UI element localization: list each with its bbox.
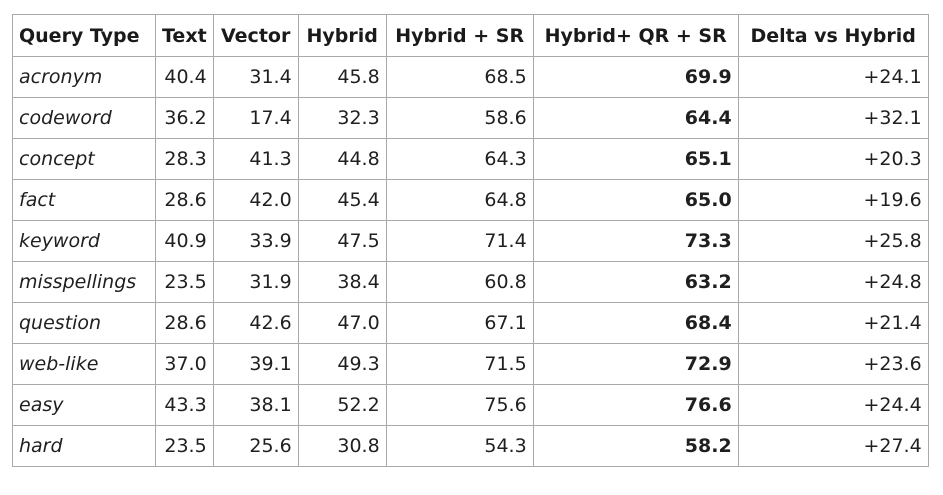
hybrid-score-cell: 47.0 xyxy=(297,302,387,344)
text-score-cell: 36.2 xyxy=(155,97,214,139)
delta-cell: +24.8 xyxy=(737,261,929,303)
vector-score-cell: 39.1 xyxy=(212,343,299,385)
hybrid-score-cell: 32.3 xyxy=(297,97,387,139)
delta-cell: +24.1 xyxy=(737,56,929,98)
hybrid-score-cell: 49.3 xyxy=(297,343,387,385)
table-row: fact 28.6 42.0 45.4 64.8 65.0 +19.6 xyxy=(12,179,929,221)
delta-cell: +25.8 xyxy=(737,220,929,262)
vector-score-cell: 31.9 xyxy=(212,261,299,303)
vector-score-cell: 41.3 xyxy=(212,138,299,180)
query-type-cell: codeword xyxy=(12,97,156,139)
query-type-cell: web-like xyxy=(12,343,156,385)
delta-cell: +23.6 xyxy=(737,343,929,385)
vector-score-cell: 17.4 xyxy=(212,97,299,139)
delta-cell: +19.6 xyxy=(737,179,929,221)
hybrid-sr-score-cell: 71.4 xyxy=(385,220,534,262)
query-type-cell: easy xyxy=(12,384,156,426)
text-score-cell: 23.5 xyxy=(155,425,214,467)
query-type-cell: acronym xyxy=(12,56,156,98)
delta-cell: +32.1 xyxy=(737,97,929,139)
query-type-cell: keyword xyxy=(12,220,156,262)
hybrid-sr-score-cell: 54.3 xyxy=(385,425,534,467)
vector-score-cell: 33.9 xyxy=(212,220,299,262)
hybrid-qr-sr-score-cell: 58.2 xyxy=(532,425,739,467)
text-score-cell: 28.3 xyxy=(155,138,214,180)
results-table: Query Type Text Vector Hybrid Hybrid + S… xyxy=(12,14,929,467)
query-type-cell: question xyxy=(12,302,156,344)
hybrid-qr-sr-score-cell: 64.4 xyxy=(532,97,739,139)
hybrid-score-cell: 30.8 xyxy=(297,425,387,467)
header-hybrid: Hybrid xyxy=(297,14,387,57)
header-delta-vs-hybrid: Delta vs Hybrid xyxy=(737,14,929,57)
text-score-cell: 40.9 xyxy=(155,220,214,262)
hybrid-qr-sr-score-cell: 76.6 xyxy=(532,384,739,426)
table-row: question 28.6 42.6 47.0 67.1 68.4 +21.4 xyxy=(12,302,929,344)
hybrid-qr-sr-score-cell: 72.9 xyxy=(532,343,739,385)
query-type-cell: misspellings xyxy=(12,261,156,303)
hybrid-sr-score-cell: 60.8 xyxy=(385,261,534,303)
query-type-cell: hard xyxy=(12,425,156,467)
hybrid-sr-score-cell: 64.3 xyxy=(385,138,534,180)
hybrid-qr-sr-score-cell: 65.0 xyxy=(532,179,739,221)
hybrid-qr-sr-score-cell: 65.1 xyxy=(532,138,739,180)
header-hybrid-sr: Hybrid + SR xyxy=(385,14,534,57)
hybrid-qr-sr-score-cell: 69.9 xyxy=(532,56,739,98)
delta-cell: +20.3 xyxy=(737,138,929,180)
header-vector: Vector xyxy=(212,14,299,57)
query-type-cell: concept xyxy=(12,138,156,180)
delta-cell: +27.4 xyxy=(737,425,929,467)
table-row: easy 43.3 38.1 52.2 75.6 76.6 +24.4 xyxy=(12,384,929,426)
table-row: keyword 40.9 33.9 47.5 71.4 73.3 +25.8 xyxy=(12,220,929,262)
text-score-cell: 28.6 xyxy=(155,302,214,344)
table-row: hard 23.5 25.6 30.8 54.3 58.2 +27.4 xyxy=(12,425,929,467)
hybrid-qr-sr-score-cell: 73.3 xyxy=(532,220,739,262)
hybrid-score-cell: 52.2 xyxy=(297,384,387,426)
hybrid-sr-score-cell: 67.1 xyxy=(385,302,534,344)
header-row: Query Type Text Vector Hybrid Hybrid + S… xyxy=(12,14,929,57)
hybrid-score-cell: 38.4 xyxy=(297,261,387,303)
hybrid-score-cell: 44.8 xyxy=(297,138,387,180)
text-score-cell: 28.6 xyxy=(155,179,214,221)
results-table-container: Query Type Text Vector Hybrid Hybrid + S… xyxy=(12,14,929,467)
table-row: misspellings 23.5 31.9 38.4 60.8 63.2 +2… xyxy=(12,261,929,303)
vector-score-cell: 38.1 xyxy=(212,384,299,426)
hybrid-qr-sr-score-cell: 68.4 xyxy=(532,302,739,344)
hybrid-score-cell: 45.4 xyxy=(297,179,387,221)
header-hybrid-qr-sr: Hybrid+ QR + SR xyxy=(532,14,739,57)
text-score-cell: 40.4 xyxy=(155,56,214,98)
text-score-cell: 23.5 xyxy=(155,261,214,303)
delta-cell: +21.4 xyxy=(737,302,929,344)
text-score-cell: 37.0 xyxy=(155,343,214,385)
table-row: concept 28.3 41.3 44.8 64.3 65.1 +20.3 xyxy=(12,138,929,180)
header-query-type: Query Type xyxy=(12,14,156,57)
hybrid-sr-score-cell: 71.5 xyxy=(385,343,534,385)
header-text: Text xyxy=(155,14,214,57)
delta-cell: +24.4 xyxy=(737,384,929,426)
vector-score-cell: 31.4 xyxy=(212,56,299,98)
hybrid-sr-score-cell: 75.6 xyxy=(385,384,534,426)
hybrid-score-cell: 45.8 xyxy=(297,56,387,98)
hybrid-score-cell: 47.5 xyxy=(297,220,387,262)
text-score-cell: 43.3 xyxy=(155,384,214,426)
vector-score-cell: 25.6 xyxy=(212,425,299,467)
table-row: web-like 37.0 39.1 49.3 71.5 72.9 +23.6 xyxy=(12,343,929,385)
hybrid-sr-score-cell: 68.5 xyxy=(385,56,534,98)
query-type-cell: fact xyxy=(12,179,156,221)
vector-score-cell: 42.0 xyxy=(212,179,299,221)
table-row: codeword 36.2 17.4 32.3 58.6 64.4 +32.1 xyxy=(12,97,929,139)
vector-score-cell: 42.6 xyxy=(212,302,299,344)
table-row: acronym 40.4 31.4 45.8 68.5 69.9 +24.1 xyxy=(12,56,929,98)
hybrid-qr-sr-score-cell: 63.2 xyxy=(532,261,739,303)
hybrid-sr-score-cell: 58.6 xyxy=(385,97,534,139)
hybrid-sr-score-cell: 64.8 xyxy=(385,179,534,221)
